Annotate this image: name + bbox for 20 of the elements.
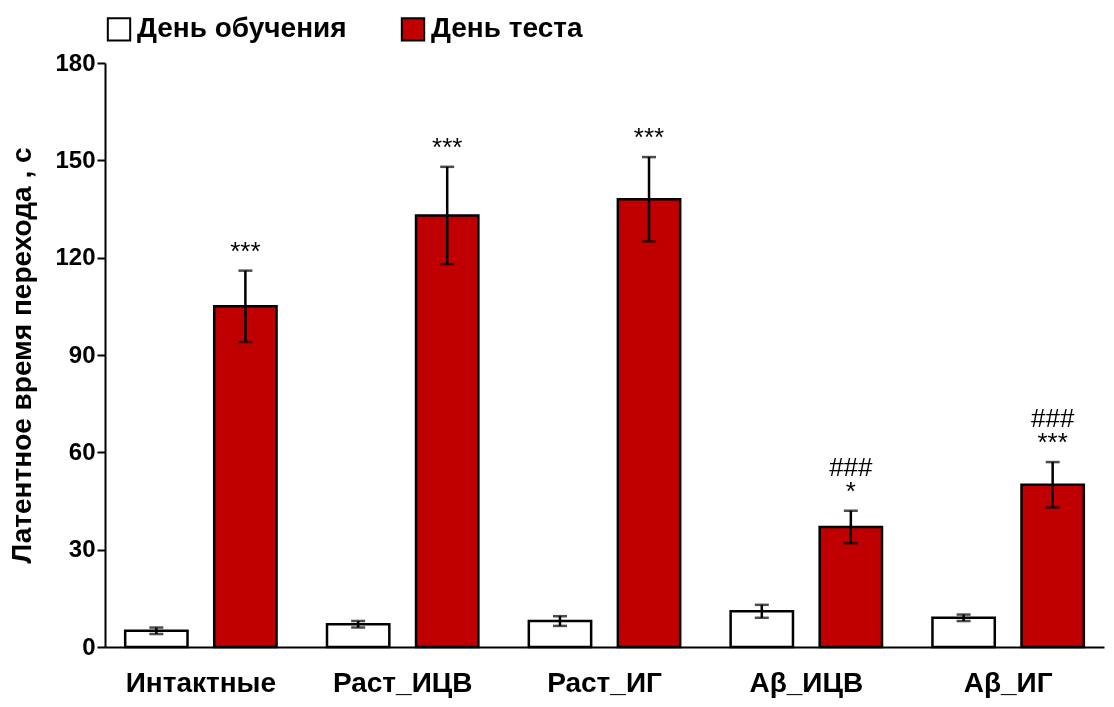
y-tick-label: 30 — [68, 535, 96, 563]
data-label: *** — [230, 235, 261, 266]
y-tick-label: 120 — [55, 243, 96, 271]
x-tick-label: Раст_ИЦВ — [332, 666, 473, 698]
legend-label: День теста — [431, 12, 583, 44]
y-tick-label: 60 — [68, 437, 96, 465]
y-axis-title: Латентное время перехода , с — [6, 147, 38, 564]
y-tick-label: 90 — [68, 340, 96, 368]
y-tick-label: 0 — [82, 632, 96, 660]
data-label: *** — [432, 131, 463, 162]
x-tick-label: Интактные — [125, 666, 277, 698]
x-tick-label: Раст_ИГ — [547, 666, 662, 698]
legend-label: День обучения — [137, 12, 347, 44]
text: ### * — [829, 451, 873, 506]
y-tick-label: 180 — [55, 48, 96, 76]
text: ### *** — [1030, 403, 1075, 458]
data-label: *** — [633, 122, 665, 153]
x-tick-label: Aβ_ИЦВ — [749, 666, 864, 698]
y-tick-label: 150 — [55, 145, 96, 173]
x-tick-label: Aβ_ИГ — [963, 666, 1053, 698]
